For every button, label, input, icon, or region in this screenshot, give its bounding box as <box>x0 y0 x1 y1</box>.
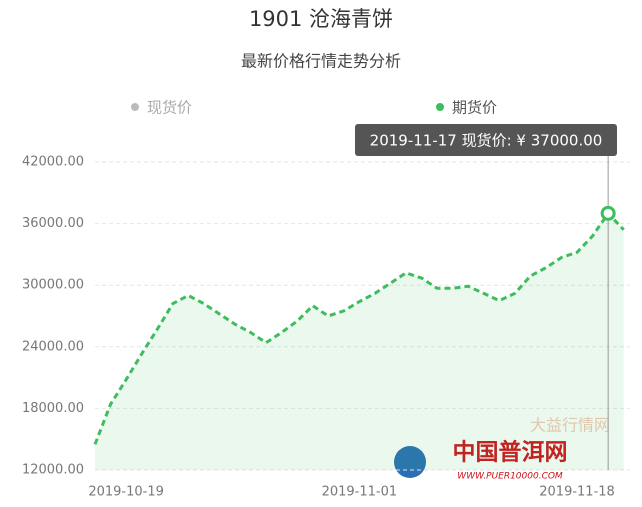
y-tick-label: 30000.00 <box>22 278 84 293</box>
legend-marker <box>131 103 139 111</box>
y-tick-label: 36000.00 <box>22 216 84 231</box>
y-tick-label: 18000.00 <box>22 401 84 416</box>
watermark: WWW.PUER10000.COM <box>457 472 563 482</box>
chart-title: 1901 沧海青饼 <box>249 7 393 31</box>
legend-label: 期货价 <box>452 99 497 117</box>
line <box>93 210 625 445</box>
tooltip-box <box>355 124 617 156</box>
x-tick-label: 2019-10-19 <box>88 485 164 500</box>
watermark: 中国普洱网 <box>453 439 568 466</box>
legend-label: 现货价 <box>147 99 192 117</box>
legend-marker <box>436 103 444 111</box>
highlight-point <box>600 205 616 221</box>
chart-subtitle: 最新价格行情走势分析 <box>241 52 401 71</box>
y-tick-label: 24000.00 <box>22 339 84 354</box>
watermark: 大益行情网 <box>530 416 610 435</box>
area <box>95 213 624 471</box>
x-tick-label: 2019-11-18 <box>539 485 615 500</box>
y-tick-label: 12000.00 <box>22 463 84 478</box>
tooltip: 2019-11-17 现货价: ¥ 37000.00 <box>355 124 617 156</box>
tooltip-text: 2019-11-17 现货价: ¥ 37000.00 <box>370 132 603 150</box>
x-tick-label: 2019-11-01 <box>322 485 398 500</box>
y-tick-label: 42000.00 <box>22 155 84 170</box>
